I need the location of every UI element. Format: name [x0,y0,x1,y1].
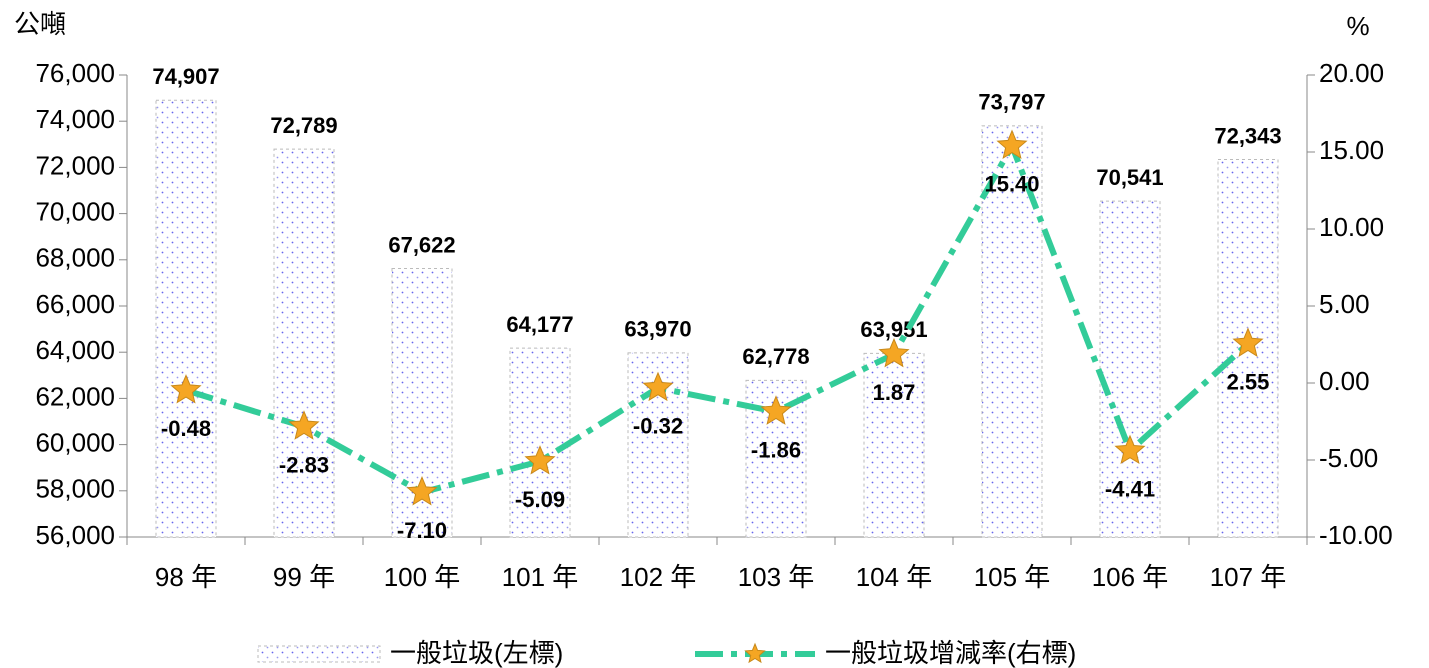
line [185,138,1251,496]
y-tick-label: 58,000 [35,474,115,504]
bar [509,347,571,538]
x-tick-label: 105 年 [974,562,1051,592]
line-label: 15.40 [984,172,1039,197]
y-tick-label: 66,000 [35,289,115,319]
bar-label: 64,177 [506,312,573,337]
y2-tick-label: 5.00 [1319,289,1370,319]
y-tick-label: 76,000 [35,58,115,88]
marker [406,475,438,506]
line-label: -0.32 [633,414,683,439]
y2-tick-label: 15.00 [1319,135,1384,165]
line-label: -4.41 [1105,477,1155,502]
y-axis-label: 公噸 [14,9,66,39]
marker [996,129,1028,160]
bar [1099,200,1161,538]
legend-swatch [257,645,381,663]
y2-tick-label: -5.00 [1319,443,1378,473]
marker [524,445,556,475]
x-tick-label: 106 年 [1092,562,1169,592]
marker [170,374,202,404]
y-tick-label: 68,000 [35,243,115,273]
line-label: -5.09 [515,487,565,512]
x-tick-label: 103 年 [738,562,815,592]
bar-label: 74,907 [152,64,219,89]
bar-label: 72,789 [270,113,337,138]
line-label: -1.86 [751,437,801,462]
marker [288,410,320,440]
x-tick-label: 99 年 [273,562,335,592]
legend-label: 一般垃圾(左標) [390,638,563,668]
marker [1232,327,1264,357]
legend-marker [744,642,766,664]
line-label: -7.10 [397,518,447,543]
bar-label: 70,541 [1096,165,1163,190]
line-label: 1.87 [873,380,916,405]
bar-label: 72,343 [1214,123,1281,148]
line-label: 2.55 [1227,370,1270,395]
bar [863,352,925,538]
y2-tick-label: 20.00 [1319,58,1384,88]
legend-label: 一般垃圾增減率(右標) [825,638,1076,668]
y-tick-label: 62,000 [35,381,115,411]
bar-label: 63,970 [624,317,691,342]
x-tick-label: 101 年 [502,562,579,592]
y2-tick-label: -10.00 [1319,520,1393,550]
y-tick-label: 72,000 [35,150,115,180]
bar [155,99,217,538]
bar-label: 73,797 [978,90,1045,115]
bar-label: 62,778 [742,344,809,369]
marker [878,337,910,368]
x-tick-label: 104 年 [856,562,933,592]
y-tick-label: 56,000 [35,520,115,550]
y-tick-label: 64,000 [35,335,115,365]
y-tick-label: 60,000 [35,427,115,457]
y2-axis-label: % [1346,11,1369,41]
bar-label: 67,622 [388,232,455,257]
bar [273,148,335,538]
x-tick-label: 102 年 [620,562,697,592]
y-tick-label: 70,000 [35,196,115,226]
y-tick-label: 74,000 [35,104,115,134]
line-label: -2.83 [279,452,329,477]
marker [760,395,792,425]
y2-tick-label: 0.00 [1319,366,1370,396]
x-tick-label: 107 年 [1210,562,1287,592]
marker [642,371,674,402]
line-label: -0.48 [161,416,211,441]
x-tick-label: 100 年 [384,562,461,592]
marker [1114,434,1146,465]
x-tick-label: 98 年 [155,562,217,592]
y2-tick-label: 10.00 [1319,212,1384,242]
